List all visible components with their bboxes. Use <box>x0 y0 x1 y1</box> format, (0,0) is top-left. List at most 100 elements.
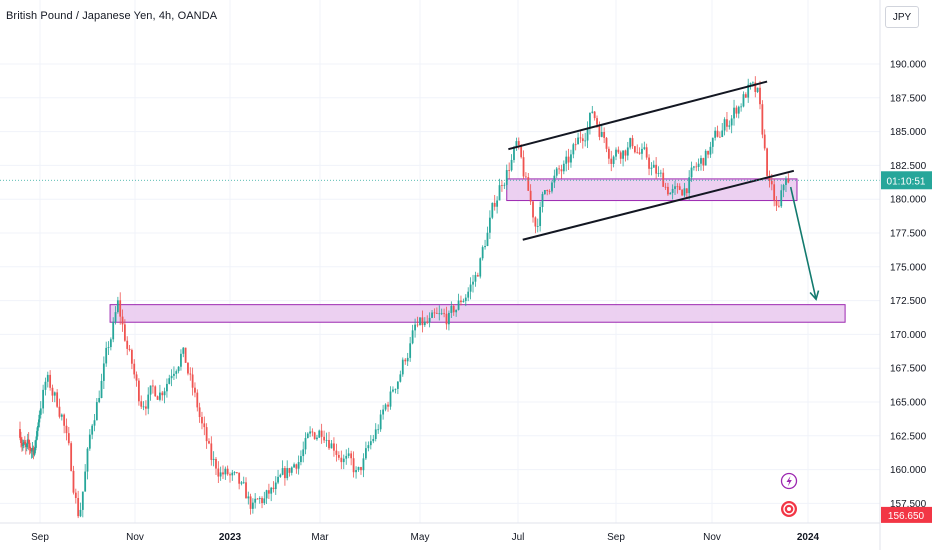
candle-body <box>184 347 187 363</box>
candle-body <box>685 188 688 194</box>
candle-body <box>372 438 375 442</box>
candle-body <box>313 432 316 440</box>
price-axis[interactable]: 157.500 160.000 162.500 165.000 167.500 170.0… <box>890 60 927 510</box>
candle-body <box>203 423 206 428</box>
price-tick-label: 175.000 <box>890 262 927 273</box>
candle-body <box>501 185 503 186</box>
candle-body <box>119 300 122 317</box>
candle-body <box>730 118 733 126</box>
candle-body <box>674 186 676 189</box>
candle-body <box>643 147 646 149</box>
candle-body <box>423 321 426 326</box>
candle-body <box>401 359 404 375</box>
candle-body <box>619 152 622 159</box>
candle-body <box>617 149 620 153</box>
time-axis[interactable]: Sep Nov 2023 Mar May Jul Sep Nov 2024 <box>31 532 819 543</box>
candle-body <box>406 357 409 362</box>
candle-body <box>440 313 443 315</box>
candle-body <box>508 170 511 171</box>
candle-body <box>149 385 152 395</box>
candle-body <box>584 140 587 142</box>
candle-body <box>95 402 98 421</box>
candle-body <box>539 207 542 226</box>
candle-body <box>191 374 194 388</box>
currency-button[interactable]: JPY <box>885 6 919 28</box>
candle-body <box>481 247 484 259</box>
candle-body <box>182 347 185 354</box>
candle-body <box>438 313 441 315</box>
candle-body <box>553 175 556 183</box>
candle-body <box>491 202 494 218</box>
price-tick-label: 190.000 <box>890 60 927 71</box>
candle-body <box>323 436 325 441</box>
candle-body <box>579 137 582 139</box>
candle-body <box>396 381 399 389</box>
candle-body <box>662 172 665 187</box>
candle-body <box>170 375 173 379</box>
candle-body <box>152 385 154 387</box>
candle-body <box>39 408 42 415</box>
candle-body <box>529 190 532 202</box>
candle-body <box>112 321 115 340</box>
candle-body <box>543 190 546 195</box>
candle-body <box>498 185 501 201</box>
candle-body <box>22 441 25 446</box>
candle-body <box>302 449 305 457</box>
candle-body <box>123 324 126 341</box>
candle-body <box>740 106 743 108</box>
candle-body <box>503 184 506 186</box>
candle-body <box>365 448 367 459</box>
candle-body <box>70 443 73 471</box>
last-price-badge <box>881 506 932 523</box>
candle-body <box>114 312 117 322</box>
candle-body <box>683 188 686 196</box>
candle-body <box>641 148 643 154</box>
price-tick-label: 180.000 <box>890 195 927 206</box>
candle-body <box>469 284 472 292</box>
candle-body <box>399 374 402 382</box>
grid-lines <box>0 0 880 523</box>
candle-body <box>31 447 34 451</box>
candle-body <box>22 445 24 446</box>
candle-body <box>551 182 553 192</box>
candle-body <box>510 159 513 171</box>
candle-body <box>56 392 59 407</box>
candle-body <box>785 179 787 185</box>
candle-body <box>304 438 307 450</box>
candle-body <box>42 389 45 409</box>
candle-body <box>631 138 634 147</box>
candle-body <box>455 309 458 313</box>
candle-body <box>238 472 241 484</box>
candle-body <box>145 406 147 409</box>
candle-body <box>272 487 275 490</box>
candle-body <box>513 147 515 160</box>
candle-body <box>84 471 87 492</box>
candle-body <box>655 164 658 174</box>
candle-body <box>357 467 360 471</box>
candle-body <box>754 82 757 92</box>
candle-body <box>72 470 75 493</box>
chart-icons[interactable] <box>780 472 798 518</box>
candle-body <box>37 422 40 428</box>
candle-body <box>24 443 27 448</box>
candle-body <box>474 275 477 282</box>
price-tick-label: 162.500 <box>890 431 927 442</box>
candle-body <box>137 380 140 402</box>
candle-body <box>714 130 717 138</box>
candle-body <box>452 305 455 313</box>
candle-body <box>105 347 108 364</box>
candle-body <box>404 359 407 362</box>
candle-body <box>126 340 129 349</box>
candle-body <box>589 112 591 129</box>
price-tick-label: 172.500 <box>890 296 927 307</box>
candle-body <box>777 205 780 207</box>
candle-body <box>367 445 370 449</box>
candle-body <box>721 130 724 137</box>
candle-body <box>581 138 584 142</box>
candle-body <box>693 166 695 168</box>
candle-body <box>768 175 771 181</box>
candle-body <box>300 456 302 463</box>
candle-body <box>572 144 575 155</box>
